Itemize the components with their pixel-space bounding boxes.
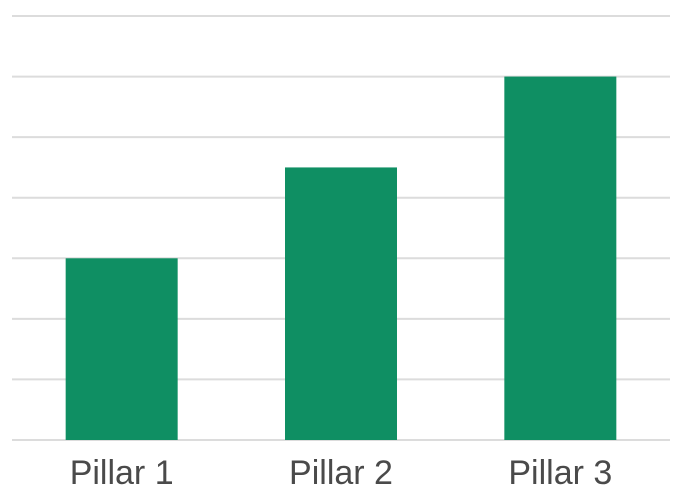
bar-pillar-2 (285, 167, 397, 440)
x-tick-label: Pillar 2 (289, 454, 393, 492)
bar-pillar-3 (504, 76, 617, 441)
bar-pillar-1 (65, 258, 178, 440)
x-tick-label: Pillar 3 (508, 454, 612, 492)
x-tick-label: Pillar 1 (70, 454, 174, 492)
bars (65, 76, 617, 441)
x-axis-tick-labels: Pillar 1 Pillar 2 Pillar 3 (70, 454, 613, 492)
